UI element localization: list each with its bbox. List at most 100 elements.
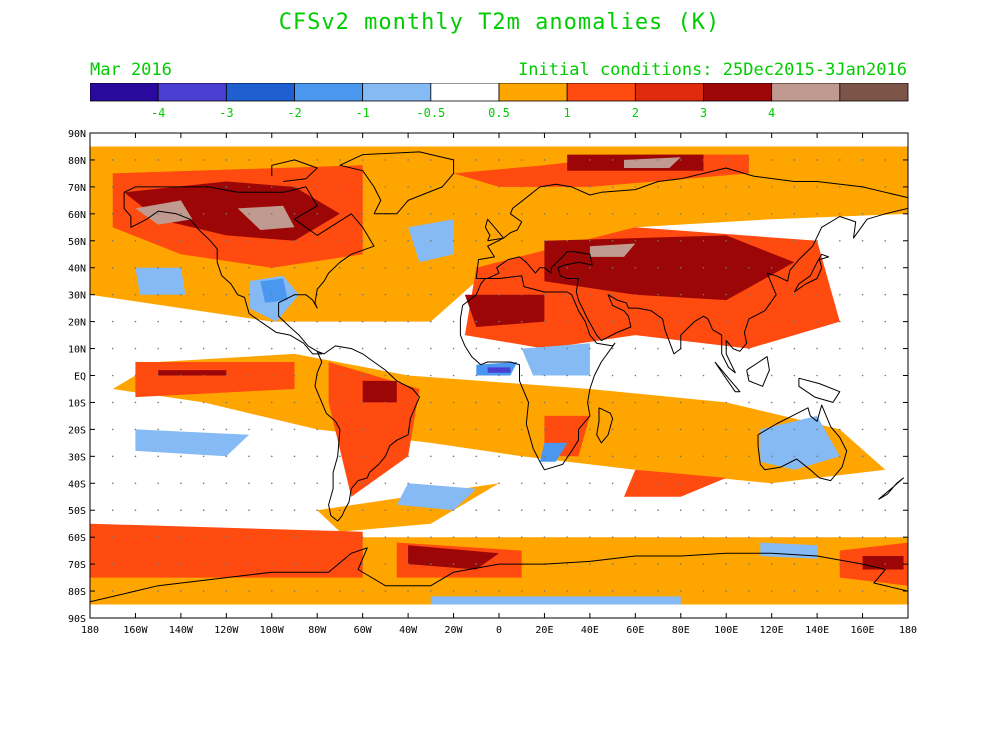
grid-dot: [589, 482, 591, 485]
grid-dot: [861, 347, 864, 350]
grid-dot: [589, 239, 591, 242]
grid-dot: [543, 590, 546, 592]
grid-dot: [202, 509, 205, 512]
grid-dot: [748, 266, 750, 269]
lon-label: 120E: [760, 625, 784, 636]
grid-dot: [270, 428, 273, 431]
grid-dot: [884, 509, 887, 512]
grid-dot: [452, 347, 455, 350]
lat-label: 40S: [68, 479, 86, 490]
grid-dot: [702, 213, 705, 215]
grid-dot: [202, 428, 205, 431]
grid-dot: [202, 401, 205, 404]
grid-dot: [543, 213, 546, 215]
grid-dot: [157, 239, 159, 242]
grid-dot: [225, 186, 228, 188]
grid-dot: [748, 401, 750, 404]
grid-dot: [884, 159, 887, 161]
grid-dot: [566, 213, 568, 215]
grid-dot: [361, 186, 364, 188]
grid-dot: [702, 536, 705, 538]
grid-dot: [384, 428, 387, 431]
grid-dot: [816, 239, 818, 242]
grid-dot: [384, 159, 387, 161]
grid-dot: [384, 563, 387, 565]
grid-dot: [748, 239, 750, 242]
grid-dot: [770, 213, 773, 215]
grid-dot: [498, 509, 500, 512]
grid-dot: [248, 509, 250, 512]
grid-dot: [134, 293, 137, 296]
grid-dot: [293, 482, 296, 485]
grid-dot: [111, 320, 114, 323]
grid-dot: [634, 590, 637, 592]
grid-dot: [543, 347, 546, 350]
grid-dot: [430, 186, 432, 188]
grid-dot: [361, 563, 364, 565]
grid-dot: [816, 509, 818, 512]
grid-dot: [634, 239, 637, 242]
grid-dot: [339, 482, 341, 485]
grid-dot: [316, 590, 319, 592]
grid-dot: [634, 347, 637, 350]
grid-dot: [111, 563, 114, 565]
grid-dot: [225, 536, 228, 538]
grid-dot: [884, 293, 887, 296]
grid-dot: [452, 563, 455, 565]
grid-dot: [520, 239, 523, 242]
grid-dot: [134, 374, 137, 377]
grid-dot: [361, 374, 364, 377]
grid-dot: [134, 159, 137, 161]
grid-dot: [520, 293, 523, 296]
colorbar-tick-label: 3: [700, 106, 707, 120]
grid-dot: [748, 509, 750, 512]
grid-dot: [679, 266, 682, 269]
lon-label: 100W: [260, 625, 285, 636]
grid-dot: [702, 428, 705, 431]
coastline: [714, 361, 741, 393]
grid-dot: [475, 347, 478, 350]
grid-dot: [270, 159, 273, 161]
grid-dot: [180, 428, 182, 431]
grid-dot: [452, 293, 455, 296]
grid-dot: [770, 536, 773, 538]
grid-dot: [248, 320, 250, 323]
grid-dot: [679, 213, 682, 215]
grid-dot: [816, 455, 818, 458]
grid-dot: [157, 455, 159, 458]
grid-dot: [543, 239, 546, 242]
grid-dot: [634, 293, 637, 296]
grid-dot: [225, 293, 228, 296]
grid-dot: [702, 509, 705, 512]
grid-dot: [861, 428, 864, 431]
grid-dot: [793, 213, 796, 215]
lon-label: 180: [81, 625, 99, 636]
grid-dot: [316, 482, 319, 485]
grid-dot: [634, 563, 637, 565]
grid-dot: [884, 455, 887, 458]
grid-dot: [111, 347, 114, 350]
grid-dot: [566, 159, 568, 161]
grid-dot: [452, 213, 455, 215]
lat-label: 90S: [68, 614, 86, 625]
grid-dot: [134, 563, 137, 565]
grid-dot: [748, 186, 750, 188]
grid-dot: [316, 320, 319, 323]
grid-dot: [430, 213, 432, 215]
grid-dot: [293, 563, 296, 565]
grid-dot: [225, 239, 228, 242]
lon-label: 20E: [535, 625, 553, 636]
grid-dot: [861, 455, 864, 458]
grid-dot: [861, 159, 864, 161]
grid-dot: [861, 320, 864, 323]
grid-dot: [316, 455, 319, 458]
grid-dot: [248, 239, 250, 242]
grid-dot: [861, 482, 864, 485]
grid-dot: [679, 374, 682, 377]
lat-label: 70N: [68, 183, 86, 194]
grid-dot: [498, 213, 500, 215]
colorbar-tick-label: -4: [151, 106, 165, 120]
grid-dot: [657, 347, 659, 350]
grid-dot: [543, 374, 546, 377]
